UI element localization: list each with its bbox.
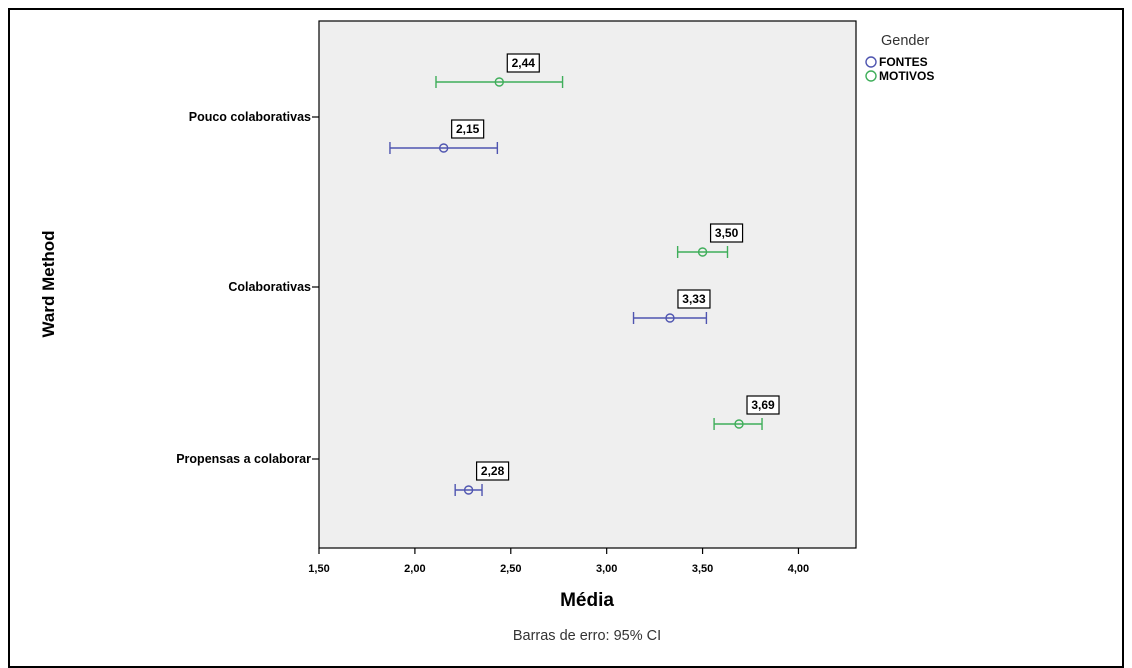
data-label-box <box>746 395 780 415</box>
x-tick-label: 1,50 <box>308 563 329 575</box>
data-label: 3,33 <box>682 292 706 306</box>
mean-marker <box>734 419 744 429</box>
data-label-box <box>677 289 711 309</box>
legend-item-label: MOTIVOS <box>879 69 934 83</box>
data-label-box <box>451 119 485 139</box>
x-tick-label: 3,00 <box>596 563 617 575</box>
y-tick-label: Colaborativas <box>228 280 311 294</box>
x-tick-label: 2,00 <box>404 563 425 575</box>
x-axis: 1,50 2,00 2,50 3,00 3,50 4,00 <box>308 548 809 575</box>
mean-marker <box>697 247 708 257</box>
mean-marker <box>438 143 449 153</box>
data-label-box <box>506 53 540 73</box>
plot-area <box>318 20 857 549</box>
legend-marker <box>865 56 877 68</box>
data-label-box <box>709 223 744 243</box>
data-label-box <box>475 461 510 481</box>
y-axis: Pouco colaborativas Colaborativas Propensa… <box>176 110 319 466</box>
data-marks: 2,15 3,33 2,28 2,44 3,50 3,69 <box>389 53 780 496</box>
mean-marker <box>665 313 675 323</box>
mean-marker <box>463 485 474 495</box>
y-tick-label: Pouco colaborativas <box>189 110 311 124</box>
data-label: 2,28 <box>481 464 505 478</box>
legend-item-label: FONTES <box>879 55 928 69</box>
data-label: 3,50 <box>715 226 739 240</box>
x-axis-title: Média <box>560 590 614 611</box>
x-tick-label: 4,00 <box>788 563 809 575</box>
legend-title: Gender <box>881 33 930 49</box>
data-label: 2,15 <box>456 122 480 136</box>
x-tick-label: 3,50 <box>692 563 713 575</box>
y-tick-label: Propensas a colaborar <box>176 452 311 466</box>
mean-marker <box>494 77 504 87</box>
x-tick-label: 2,50 <box>500 563 521 575</box>
data-label: 2,44 <box>512 56 536 70</box>
legend-marker <box>865 70 877 82</box>
y-axis-title: Ward Method <box>39 230 58 337</box>
error-bar-footnote: Barras de erro: 95% CI <box>513 628 661 644</box>
data-label: 3,69 <box>751 398 775 412</box>
